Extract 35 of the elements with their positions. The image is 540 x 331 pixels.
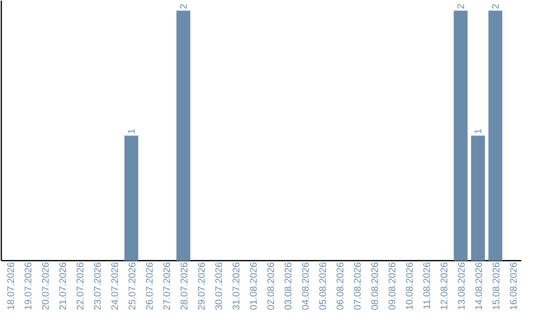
x-tick-label: 09.08.2026 [388,262,396,310]
data-label: 2 [492,4,499,9]
x-tick-label: 27.07.2026 [163,262,170,310]
data-label: 2 [180,4,187,9]
x-tick-label: 02.08.2026 [267,262,274,310]
x-tick-label: 03.08.2026 [284,262,292,310]
data-label: 2 [457,4,464,9]
x-tick-label: 01.08.2026 [250,262,257,310]
x-tick-label: 16.08.2026 [510,262,517,310]
x-tick-label: 19.07.2026 [24,262,32,310]
x-tick-label: 23.07.2026 [94,262,101,310]
x-tick-label: 26.07.2026 [146,262,153,310]
data-label: 1 [474,129,482,134]
x-tick-label: 30.07.2026 [215,262,222,310]
x-tick-label: 07.08.2026 [354,262,361,310]
x-tick-label: 13.08.2026 [458,262,465,310]
x-tick-label: 20.07.2026 [42,262,49,310]
x-tick-label: 21.07.2026 [59,262,66,310]
x-tick-label: 11.08.2026 [423,262,430,309]
x-tick-label: 10.08.2026 [406,262,413,310]
x-tick-label: 18.07.2026 [7,262,14,310]
x-tick-label: 08.08.2026 [371,262,378,310]
x-tick-label: 24.07.2026 [111,262,118,310]
x-tick-label: 06.08.2026 [336,262,344,310]
x-tick-label: 04.08.2026 [302,262,309,310]
x-tick-label: 12.08.2026 [440,262,448,310]
data-label: 1 [128,129,135,134]
x-tick-label: 05.08.2026 [319,262,326,310]
x-tick-label: 14.08.2026 [475,262,482,310]
x-tick-label: 28.07.2026 [180,262,188,310]
x-tick-label: 29.07.2026 [198,262,205,310]
x-tick-label: 31.07.2026 [232,262,240,310]
x-tick-label: 15.08.2026 [492,262,500,310]
x-tick-label: 25.07.2026 [128,262,136,310]
x-tick-label: 22.07.2026 [76,262,84,310]
